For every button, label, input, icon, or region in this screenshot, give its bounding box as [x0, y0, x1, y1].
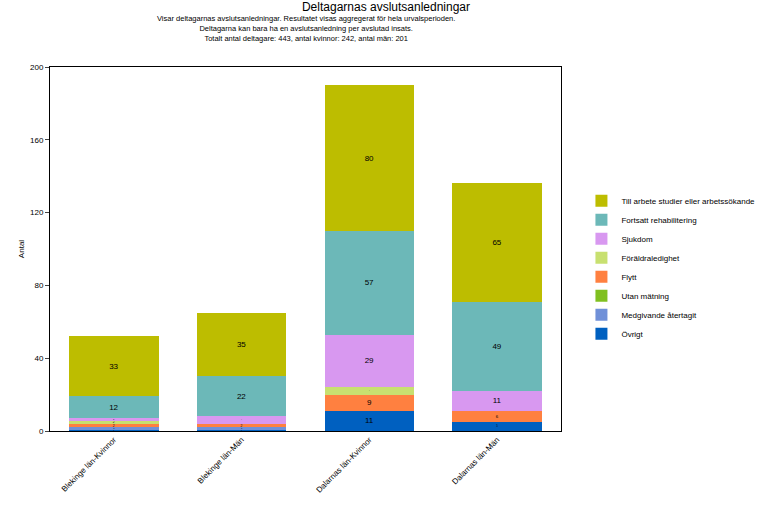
svg-text:2: 2: [113, 424, 115, 428]
svg-text:Deltagarnas avslutsanledningar: Deltagarnas avslutsanledningar: [302, 0, 470, 14]
svg-text:1: 1: [241, 429, 242, 431]
svg-text:40: 40: [34, 354, 43, 363]
svg-text:12: 12: [109, 403, 118, 412]
svg-text:11: 11: [365, 416, 374, 425]
svg-text:Flytt: Flytt: [621, 273, 637, 282]
svg-text:Blekinge län-Män: Blekinge län-Män: [196, 435, 246, 485]
svg-text:2: 2: [113, 420, 115, 424]
svg-text:4: 4: [369, 390, 370, 391]
svg-text:1: 1: [113, 418, 115, 421]
svg-text:160: 160: [30, 136, 44, 145]
svg-text:1: 1: [241, 427, 243, 429]
svg-text:Till arbete studier eller arbe: Till arbete studier eller arbetssökande: [621, 197, 755, 206]
svg-text:2: 2: [241, 424, 243, 428]
svg-text:Dalarnas län-Kvinnor: Dalarnas län-Kvinnor: [314, 435, 373, 494]
svg-text:29: 29: [365, 356, 374, 365]
svg-text:65: 65: [492, 238, 501, 247]
svg-text:Antal: Antal: [17, 240, 26, 258]
svg-text:80: 80: [34, 281, 43, 290]
svg-text:Utan mätning: Utan mätning: [621, 292, 669, 301]
svg-text:33: 33: [109, 362, 118, 371]
svg-text:35: 35: [237, 340, 246, 349]
svg-text:Dalarnas län-Män: Dalarnas län-Män: [450, 435, 501, 486]
svg-text:11: 11: [493, 396, 502, 405]
svg-text:5: 5: [496, 424, 498, 428]
svg-text:9: 9: [367, 398, 372, 407]
svg-text:0: 0: [39, 427, 44, 436]
svg-text:Fortsatt rehabilitering: Fortsatt rehabilitering: [621, 216, 696, 225]
svg-text:49: 49: [492, 342, 501, 351]
svg-text:200: 200: [30, 63, 44, 72]
svg-text:Blekinge län-Kvinnor: Blekinge län-Kvinnor: [60, 435, 118, 493]
svg-text:Sjukdom: Sjukdom: [621, 235, 652, 244]
svg-text:Föräldraledighet: Föräldraledighet: [621, 254, 680, 263]
svg-text:22: 22: [237, 392, 246, 401]
svg-text:80: 80: [365, 154, 374, 163]
svg-text:1: 1: [113, 429, 114, 431]
svg-text:4: 4: [241, 419, 242, 420]
svg-text:1: 1: [113, 427, 115, 429]
svg-text:57: 57: [365, 278, 374, 287]
svg-text:Medgivande återtagit: Medgivande återtagit: [621, 311, 696, 320]
svg-text:6: 6: [496, 414, 499, 419]
svg-text:120: 120: [30, 208, 44, 217]
svg-text:Övrigt: Övrigt: [621, 330, 643, 339]
svg-text:Visar deltagarnas avslutsanled: Visar deltagarnas avslutsanledningar. Re…: [157, 14, 455, 43]
